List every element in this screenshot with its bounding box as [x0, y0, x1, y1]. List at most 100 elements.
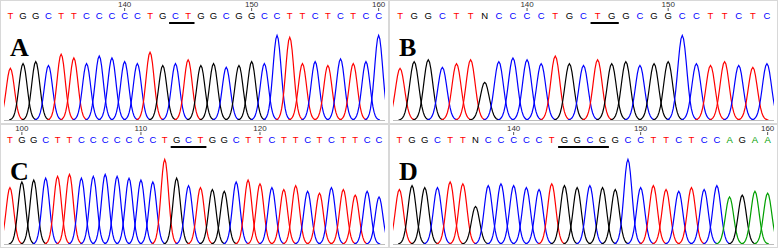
- base-call: T: [397, 10, 403, 21]
- peak: [140, 182, 166, 244]
- base-call: G: [622, 10, 629, 21]
- peak: [283, 186, 309, 244]
- base-call: C: [523, 134, 530, 145]
- highlight-bar: [169, 22, 194, 24]
- peak: [723, 65, 754, 119]
- base-call: C: [625, 134, 632, 145]
- base-call: T: [257, 134, 263, 145]
- peak: [512, 60, 543, 120]
- tick-label: 150: [661, 0, 675, 9]
- base-call: A: [726, 134, 733, 145]
- base-call: C: [485, 134, 492, 145]
- peak: [610, 62, 641, 120]
- base-call: C: [498, 134, 505, 145]
- peak: [152, 159, 178, 243]
- base-call: C: [679, 10, 686, 21]
- peak: [56, 174, 82, 243]
- peak: [92, 174, 118, 243]
- base-call: T: [325, 10, 331, 21]
- base-call: C: [538, 10, 545, 21]
- base-call: C: [693, 10, 700, 21]
- peak: [98, 58, 126, 120]
- peak: [175, 186, 201, 244]
- base-call: T: [454, 10, 460, 21]
- base-call: T: [245, 134, 251, 145]
- base-call: G: [739, 134, 746, 145]
- base-call: C: [172, 10, 179, 21]
- base-call: G: [664, 10, 671, 21]
- baseline: [393, 244, 774, 245]
- base-call: C: [274, 10, 281, 21]
- base-call: T: [185, 10, 191, 21]
- panel-frame: [1, 1, 389, 124]
- traces: [4, 35, 385, 119]
- base-call: T: [281, 134, 287, 145]
- peak: [538, 184, 566, 244]
- base-call: C: [102, 134, 109, 145]
- peak: [677, 188, 705, 244]
- traces: [393, 159, 774, 244]
- peak: [512, 188, 540, 244]
- peak: [128, 180, 154, 244]
- base-call: C: [675, 134, 682, 145]
- base-call: A: [764, 134, 771, 145]
- base-call: T: [162, 134, 168, 145]
- base-call: G: [235, 10, 242, 21]
- base-call: T: [460, 134, 466, 145]
- peak: [754, 193, 774, 244]
- base-call: C: [90, 134, 97, 145]
- traces: [393, 35, 774, 120]
- peak: [741, 191, 769, 244]
- peak: [238, 62, 266, 120]
- peak: [500, 186, 528, 244]
- base-call: C: [42, 134, 49, 145]
- peak: [413, 60, 444, 120]
- base-call: C: [45, 10, 52, 21]
- base-call: C: [233, 134, 240, 145]
- base-call: T: [708, 10, 714, 21]
- base-call: T: [147, 10, 153, 21]
- base-call: T: [340, 134, 346, 145]
- peak: [295, 191, 321, 244]
- peak: [85, 56, 113, 120]
- panel-label: C: [10, 157, 29, 186]
- peak: [366, 197, 385, 244]
- base-call: C: [376, 134, 383, 145]
- peak: [487, 184, 515, 244]
- peak: [709, 62, 740, 120]
- peak: [469, 82, 500, 120]
- base-call: C: [524, 10, 531, 21]
- tick-label: 120: [253, 124, 267, 133]
- peak: [327, 59, 355, 120]
- base-call: C: [268, 134, 275, 145]
- base-call: C: [764, 10, 771, 21]
- peak: [247, 184, 273, 244]
- base-call: C: [586, 134, 593, 145]
- base-call: C: [434, 134, 441, 145]
- base-call: G: [612, 134, 619, 145]
- tick-label: 140: [520, 0, 534, 9]
- peak: [652, 189, 680, 243]
- base-call: C: [134, 10, 141, 21]
- base-call: G: [408, 134, 415, 145]
- base-call: T: [58, 10, 64, 21]
- base-call: G: [221, 134, 228, 145]
- base-call: T: [552, 10, 558, 21]
- peak: [393, 68, 416, 120]
- base-call: T: [55, 134, 61, 145]
- base-call: C: [735, 10, 742, 21]
- peak: [751, 64, 774, 120]
- peak: [393, 189, 413, 243]
- base-call: C: [536, 134, 543, 145]
- baseline: [393, 120, 774, 121]
- panel: 140150160TGGCTTNCCCCCTGGCGGCCTTCTCCAGAAD: [385, 124, 778, 248]
- peak: [116, 178, 142, 244]
- peak: [354, 191, 380, 244]
- base-call: C: [126, 134, 133, 145]
- base-call: G: [209, 134, 216, 145]
- base-call: G: [425, 10, 432, 21]
- base-call: G: [599, 134, 606, 145]
- base-call: G: [421, 134, 428, 145]
- base-call: C: [223, 10, 230, 21]
- peak: [263, 35, 291, 119]
